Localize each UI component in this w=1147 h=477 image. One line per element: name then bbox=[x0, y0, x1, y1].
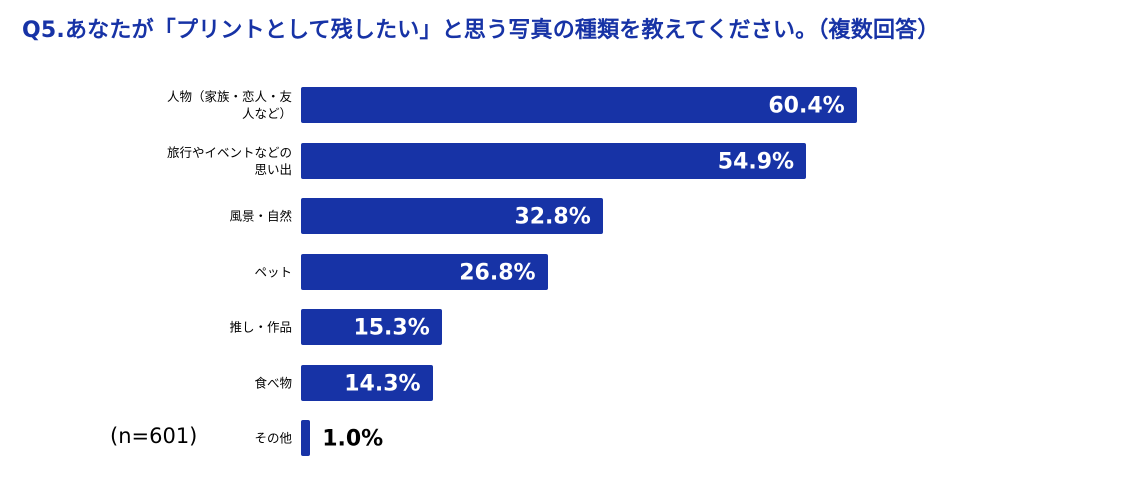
category-label: ペット bbox=[254, 264, 292, 279]
chart-title: Q5.あなたが「プリントとして残したい」と思う写真の種類を教えてください。（複数… bbox=[22, 18, 940, 43]
category-label: 旅行やイベントなどの思い出 bbox=[166, 144, 292, 177]
bar bbox=[301, 198, 603, 234]
category-label: 風景・自然 bbox=[229, 208, 292, 224]
data-label: 15.3% bbox=[353, 315, 430, 341]
bar bbox=[301, 142, 807, 179]
bar bbox=[301, 309, 442, 345]
category-label: 人物（家族・恋人・友人など） bbox=[166, 89, 292, 121]
bar bbox=[301, 364, 433, 401]
bar bbox=[301, 87, 857, 123]
category-label: その他 bbox=[254, 430, 292, 446]
sample-size-note: (n=601) bbox=[110, 424, 198, 448]
bar bbox=[301, 253, 548, 290]
category-label: 推し・作品 bbox=[229, 319, 292, 335]
data-label: 54.9% bbox=[717, 149, 795, 174]
data-label: 26.8% bbox=[459, 260, 536, 285]
data-label: 1.0% bbox=[322, 426, 384, 452]
category-label: 食べ物 bbox=[254, 375, 292, 390]
data-label: 60.4% bbox=[768, 93, 845, 119]
bar bbox=[301, 420, 311, 456]
data-label: 32.8% bbox=[514, 204, 591, 230]
data-label: 14.3% bbox=[344, 371, 421, 396]
